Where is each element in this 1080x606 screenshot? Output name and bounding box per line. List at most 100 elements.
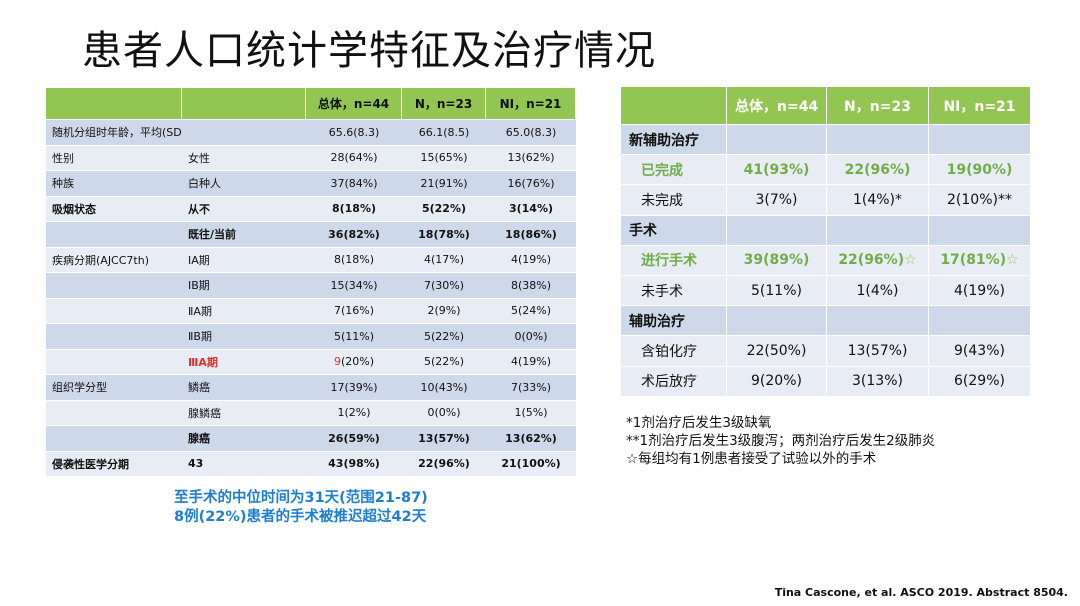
row-sublabel: 女性 [182, 145, 306, 171]
cell-value: 22(96%) [827, 155, 929, 186]
row-label: 含铂化疗 [621, 336, 727, 367]
cell-value [827, 215, 929, 246]
row-sublabel: ⅠB期 [182, 273, 306, 299]
cell-value: 13(62%) [486, 426, 576, 452]
cell-value-marked: 22(96%)☆ [827, 245, 929, 276]
row-label: 组织学分型 [46, 375, 182, 401]
cell-value: 9(20%) [727, 366, 827, 397]
cell-value: 39(89%) [727, 245, 827, 276]
table-row: 侵袭性医学分期 43 43(98%) 22(96%) 21(100%) [46, 451, 576, 477]
row-sublabel: 白种人 [182, 171, 306, 197]
row-label [46, 400, 182, 426]
header-cell: NI，n=21 [486, 88, 576, 120]
cell-value [929, 306, 1031, 337]
table-row: 腺鳞癌 1(2%) 0(0%) 1(5%) [46, 400, 576, 426]
row-sublabel: 鳞癌 [182, 375, 306, 401]
cell-value: 1(5%) [486, 400, 576, 426]
page-title: 患者人口统计学特征及治疗情况 [82, 28, 656, 74]
citation: Tina Cascone, et al. ASCO 2019. Abstract… [774, 586, 1068, 599]
header-cell [621, 87, 727, 125]
header-cell: 总体，n=44 [727, 87, 827, 125]
cell-value [727, 306, 827, 337]
cell-value: 3(14%) [486, 196, 576, 222]
cell-value: 0(0%) [402, 400, 486, 426]
table-row: 未完成 3(7%) 1(4%)* 2(10%)** [621, 185, 1031, 216]
summary-line: 8例(22%)患者的手术被推迟超过42天 [174, 509, 427, 525]
header-cell: N，n=23 [402, 88, 486, 120]
summary-line: 至手术的中位时间为31天(范围21-87) [174, 490, 428, 506]
header-cell: N，n=23 [827, 87, 929, 125]
cell-value: 5(11%) [306, 324, 402, 350]
section-row: 手术 [621, 215, 1031, 246]
cell-value: 65.6(8.3) [306, 120, 402, 146]
table-row: 术后放疗 9(20%) 3(13%) 6(29%) [621, 366, 1031, 397]
table-header-row: 总体，n=44 N，n=23 NI，n=21 [46, 88, 576, 120]
cell-value: 37(84%) [306, 171, 402, 197]
cell-value [727, 125, 827, 156]
row-label [46, 426, 182, 452]
cell-value: 8(38%) [486, 273, 576, 299]
cell-value: 22(96%) [402, 451, 486, 477]
table-row: ⅢA期 9(20%) 5(22%) 4(19%) [46, 349, 576, 375]
cell-value-highlight: 9(20%) [306, 349, 402, 375]
cell-value: 2(9%) [402, 298, 486, 324]
row-sublabel: ⅡB期 [182, 324, 306, 350]
row-sublabel: ⅢA期 [182, 349, 306, 375]
cell-value-marked: 17(81%)☆ [929, 245, 1031, 276]
highlight-digit: 9 [333, 355, 341, 369]
table-row: 种族 白种人 37(84%) 21(91%) 16(76%) [46, 171, 576, 197]
section-label: 新辅助治疗 [621, 125, 727, 156]
footnote: **1剂治疗后发生3级腹泻；两剂治疗后发生2级肺炎 [626, 433, 936, 449]
cell-value: 5(11%) [727, 275, 827, 307]
header-cell [182, 88, 306, 120]
cell-value: 66.1(8.5) [402, 120, 486, 146]
row-label [46, 222, 182, 248]
cell-value: 28(64%) [306, 145, 402, 171]
section-label: 辅助治疗 [621, 306, 727, 337]
cell-value [827, 306, 929, 337]
row-label: 未完成 [621, 185, 727, 216]
cell-value: 6(29%) [929, 366, 1031, 397]
cell-value: 17(39%) [306, 375, 402, 401]
cell-value: 18(78%) [402, 222, 486, 248]
cell-value: 4(19%) [929, 275, 1031, 307]
cell-value [929, 125, 1031, 156]
cell-value: 21(91%) [402, 171, 486, 197]
row-sublabel [182, 120, 306, 146]
cell-value: 3(13%) [827, 366, 929, 397]
cell-value: 36(82%) [306, 222, 402, 248]
value-text: 17(81%) [940, 252, 1007, 269]
header-cell [46, 88, 182, 120]
cell-value [929, 215, 1031, 246]
footnote: ☆每组均有1例患者接受了试验以外的手术 [626, 451, 877, 467]
cell-value: 7(16%) [306, 298, 402, 324]
table-row: 含铂化疗 22(50%) 13(57%) 9(43%) [621, 336, 1031, 367]
cell-value: 19(90%) [929, 155, 1031, 186]
cell-value [827, 125, 929, 156]
cell-value: 8(18%) [306, 247, 402, 273]
table-row: 性别 女性 28(64%) 15(65%) 13(62%) [46, 145, 576, 171]
table-row: 已完成 41(93%) 22(96%) 19(90%) [621, 155, 1031, 186]
row-sublabel: 43 [182, 451, 306, 477]
table-row: 组织学分型 鳞癌 17(39%) 10(43%) 7(33%) [46, 375, 576, 401]
cell-value: 4(19%) [486, 349, 576, 375]
cell-value: 65.0(8.3) [486, 120, 576, 146]
cell-value: 9(43%) [929, 336, 1031, 367]
star-mark: ☆ [1006, 252, 1019, 269]
cell-value: 10(43%) [402, 375, 486, 401]
footnotes: *1剂治疗后发生3级缺氧 **1剂治疗后发生3级腹泻；两剂治疗后发生2级肺炎 ☆… [626, 414, 935, 468]
row-sublabel: 腺鳞癌 [182, 400, 306, 426]
cell-value: 1(2%) [306, 400, 402, 426]
row-label: 疾病分期(AJCC7th) [46, 247, 182, 273]
cell-value: 0(0%) [486, 324, 576, 350]
row-sublabel: ⅠA期 [182, 247, 306, 273]
table-row: 吸烟状态 从不 8(18%) 5(22%) 3(14%) [46, 196, 576, 222]
table-row: ⅠB期 15(34%) 7(30%) 8(38%) [46, 273, 576, 299]
cell-value: 4(19%) [486, 247, 576, 273]
cell-value: 8(18%) [306, 196, 402, 222]
table-row: 未手术 5(11%) 1(4%) 4(19%) [621, 275, 1031, 307]
cell-value: 4(17%) [402, 247, 486, 273]
header-cell: 总体，n=44 [306, 88, 402, 120]
row-label [46, 273, 182, 299]
table-header-row: 总体，n=44 N，n=23 NI，n=21 [621, 87, 1031, 125]
